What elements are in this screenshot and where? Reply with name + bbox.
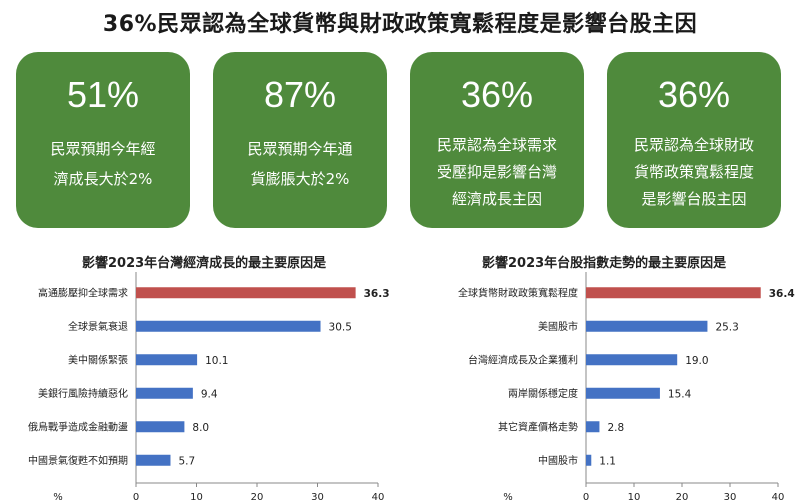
bar [136, 387, 193, 399]
data-label: 25.3 [715, 321, 738, 333]
bar [586, 320, 708, 332]
x-axis-label: % [503, 492, 513, 502]
x-tick-label: 0 [583, 492, 589, 502]
x-tick-label: 30 [724, 492, 737, 502]
category-label: 美銀行風險持續惡化 [38, 387, 128, 400]
category-label: 兩岸關係穩定度 [508, 387, 578, 400]
bar [586, 454, 592, 466]
category-label: 其它資產價格走勢 [498, 420, 578, 433]
category-label: 全球貨幣財政政策寬鬆程度 [458, 286, 578, 299]
stat-card-gdp-growth: 51% 民眾預期今年經 濟成長大於2% [16, 52, 190, 228]
x-tick-label: 30 [311, 492, 324, 502]
category-label: 俄烏戰爭造成金融動盪 [28, 420, 128, 433]
category-label: 中國股市 [538, 454, 578, 467]
category-label: 美中關係緊張 [68, 353, 128, 366]
data-label: 9.4 [201, 388, 218, 400]
bar [586, 421, 600, 433]
stat-card-text: 民眾預期今年通 貨膨脹大於2% [247, 140, 353, 188]
x-tick-label: 20 [251, 492, 264, 502]
stat-card-text: 民眾認為全球需求 受壓抑是影響台灣 經濟成長主因 [436, 136, 557, 208]
left-chart-title: 影響2023年台灣經濟成長的最主要原因是 [82, 256, 327, 271]
bar [136, 287, 356, 299]
data-label: 8.0 [192, 422, 209, 434]
x-tick-label: 10 [190, 492, 203, 502]
x-tick-label: 40 [772, 492, 785, 502]
stat-card-value: 36% [657, 74, 731, 115]
page-title: 36%民眾認為全球貨幣與財政政策寬鬆程度是影響台股主因 [102, 12, 698, 37]
data-label: 19.0 [685, 355, 708, 367]
category-label: 全球景氣衰退 [68, 320, 128, 333]
category-label: 中國景氣復甦不如預期 [28, 454, 128, 467]
data-label: 36.4 [769, 288, 795, 300]
bar [586, 387, 660, 399]
bar [136, 421, 185, 433]
stat-card-text: 民眾預期今年經 濟成長大於2% [50, 140, 156, 188]
bar [136, 320, 321, 332]
stat-card-inflation: 87% 民眾預期今年通 貨膨脹大於2% [213, 52, 387, 228]
summary-cards: 51% 民眾預期今年經 濟成長大於2% 87% 民眾預期今年通 貨膨脹大於2% … [16, 52, 784, 228]
x-axis-label: % [53, 492, 63, 502]
x-tick-label: 10 [628, 492, 641, 502]
stat-card-text: 民眾認為全球財政 貨幣政策寬鬆程度 是影響台股主因 [633, 136, 754, 208]
data-label: 30.5 [329, 321, 352, 333]
bar [586, 354, 678, 366]
right-chart-title: 影響2023年台股指數走勢的最主要原因是 [482, 256, 727, 271]
data-label: 2.8 [607, 422, 624, 434]
stat-card-value: 51% [66, 74, 140, 115]
left-bar-chart: 高通膨壓抑全球需求 36.3 全球景氣衰退 30.5 美中關係緊張 10.1 美銀行風險持續… [28, 272, 390, 502]
stat-card-value: 87% [263, 74, 337, 115]
stat-card-monetary-policy: 36% 民眾認為全球財政 貨幣政策寬鬆程度 是影響台股主因 [607, 52, 781, 228]
right-bar-chart: 全球貨幣財政政策寬鬆程度 36.4 美國股市 25.3 台灣經濟成長及企業獲利 19.0 兩… [458, 272, 795, 502]
stat-card-global-demand: 36% 民眾認為全球需求 受壓抑是影響台灣 經濟成長主因 [410, 52, 584, 228]
x-tick-label: 0 [133, 492, 139, 502]
data-label: 10.1 [205, 355, 228, 367]
bar [136, 354, 198, 366]
data-label: 1.1 [599, 455, 616, 467]
bar [136, 454, 171, 466]
stat-card-value: 36% [460, 74, 534, 115]
data-label: 36.3 [364, 288, 390, 300]
data-label: 15.4 [668, 388, 692, 400]
category-label: 美國股市 [538, 320, 578, 333]
category-label: 台灣經濟成長及企業獲利 [468, 353, 578, 366]
bar [586, 287, 761, 299]
x-tick-label: 40 [372, 492, 385, 502]
x-tick-label: 20 [676, 492, 689, 502]
data-label: 5.7 [178, 455, 195, 467]
category-label: 高通膨壓抑全球需求 [38, 286, 128, 299]
